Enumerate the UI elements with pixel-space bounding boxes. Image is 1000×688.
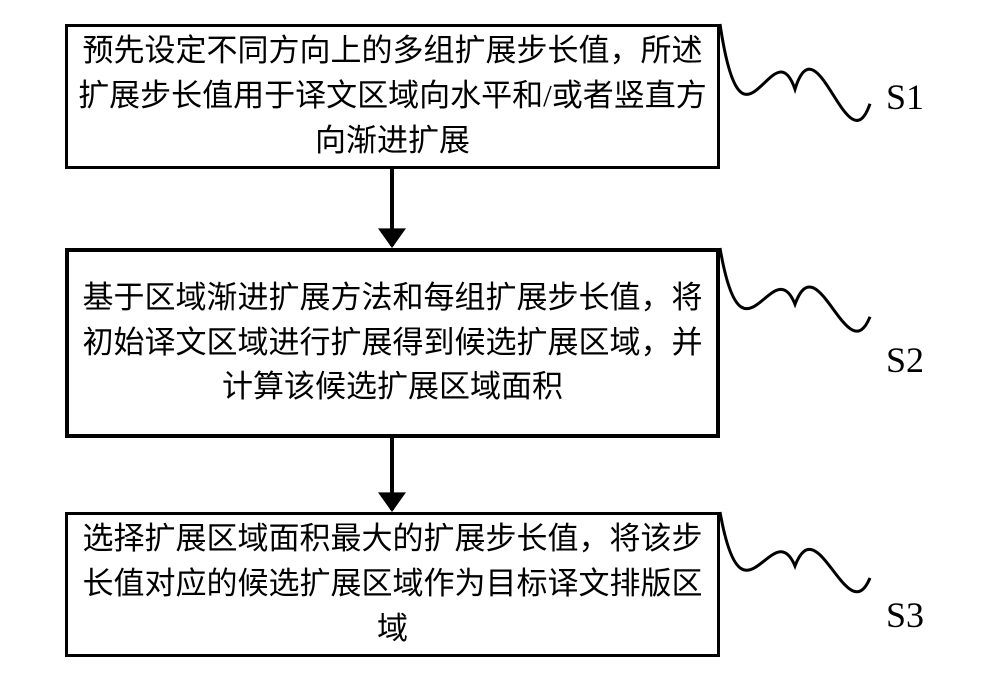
step-box-3: 选择扩展区域面积最大的扩展步长值，将该步长值对应的候选扩展区域作为目标译文排版区… bbox=[65, 512, 720, 657]
arrow-1-2 bbox=[376, 167, 408, 250]
step-3-text: 选择扩展区域面积最大的扩展步长值，将该步长值对应的候选扩展区域作为目标译文排版区… bbox=[76, 517, 709, 652]
curly-brace-2 bbox=[710, 238, 880, 383]
step-box-2: 基于区域渐进扩展方法和每组扩展步长值，将初始译文区域进行扩展得到候选扩展区域，并… bbox=[65, 248, 720, 438]
arrow-2-3 bbox=[376, 436, 408, 514]
curly-brace-1 bbox=[710, 14, 880, 179]
step-2-text: 基于区域渐进扩展方法和每组扩展步长值，将初始译文区域进行扩展得到候选扩展区域，并… bbox=[77, 276, 708, 411]
step-label-s3: S3 bbox=[886, 594, 924, 636]
flowchart-canvas: 预先设定不同方向上的多组扩展步长值，所述扩展步长值用于译文区域向水平和/或者竖直… bbox=[0, 0, 1000, 688]
step-label-s2: S2 bbox=[886, 339, 924, 381]
curly-brace-3 bbox=[710, 502, 880, 642]
step-box-1: 预先设定不同方向上的多组扩展步长值，所述扩展步长值用于译文区域向水平和/或者竖直… bbox=[65, 24, 720, 169]
step-label-s1: S1 bbox=[886, 76, 924, 118]
step-1-text: 预先设定不同方向上的多组扩展步长值，所述扩展步长值用于译文区域向水平和/或者竖直… bbox=[76, 29, 709, 164]
